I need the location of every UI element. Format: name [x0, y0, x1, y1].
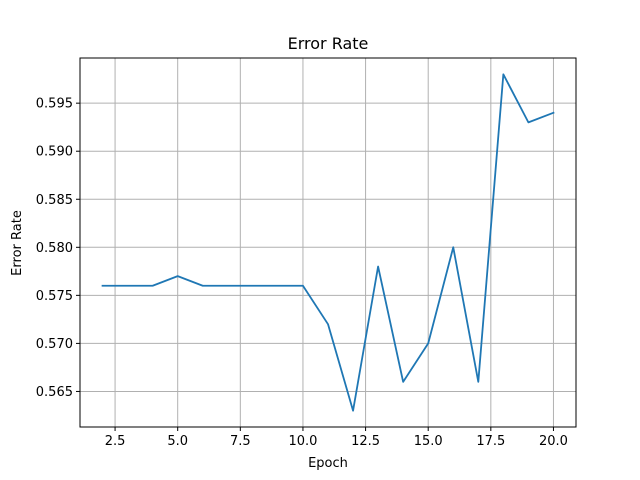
y-tick-label: 0.570	[36, 337, 73, 352]
chart-title: Error Rate	[288, 34, 369, 53]
x-tick-label: 7.5	[230, 434, 251, 449]
y-axis-label: Error Rate	[10, 210, 25, 276]
y-tick-label: 0.580	[36, 241, 73, 256]
y-tick-label: 0.565	[36, 385, 73, 400]
axes-frame	[79, 57, 577, 428]
y-tick-label: 0.595	[36, 97, 73, 112]
y-axis-ticks: 0.565 0.570 0.575 0.580 0.585 0.590 0.595	[36, 97, 80, 400]
y-tick-label: 0.575	[36, 289, 73, 304]
x-tick-label: 5.0	[167, 434, 188, 449]
series-line	[101, 73, 555, 412]
x-tick-label: 10.0	[288, 434, 317, 449]
x-axis-label: Epoch	[308, 456, 348, 471]
x-tick-label: 15.0	[414, 434, 443, 449]
x-tick-label: 17.5	[476, 434, 505, 449]
x-tick-label: 2.5	[105, 434, 126, 449]
series-layer	[101, 73, 555, 412]
y-tick-label: 0.585	[36, 193, 73, 208]
x-tick-label: 12.5	[351, 434, 380, 449]
y-tick-label: 0.590	[36, 145, 73, 160]
x-tick-label: 20.0	[539, 434, 568, 449]
x-axis-ticks: 2.5 5.0 7.5 10.0 12.5 15.0 17.5 20.0	[105, 427, 568, 449]
